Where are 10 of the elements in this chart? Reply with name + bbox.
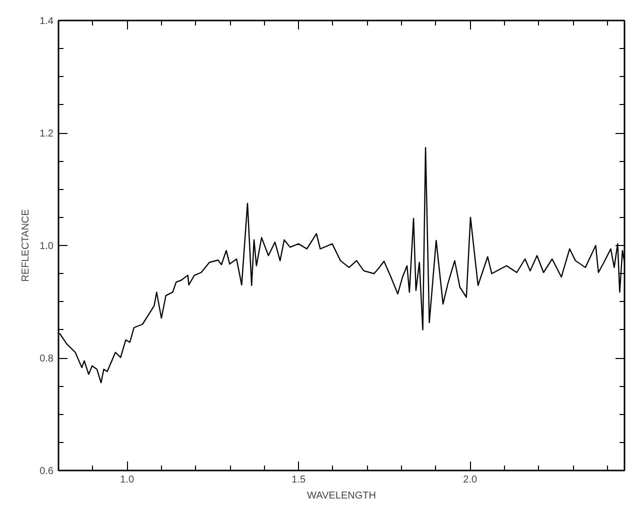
y-tick-label: 0.8 [40, 354, 54, 364]
y-tick-label: 1.0 [40, 241, 54, 252]
x-axis-title: WAVELENGTH [307, 490, 376, 502]
y-tick-label: 1.4 [40, 16, 54, 27]
x-tick-label: 1.5 [292, 474, 306, 486]
y-axis-title: REFLECTANCE [20, 208, 32, 282]
x-tick-label: 2.0 [463, 474, 478, 486]
x-tick-label: 1.0 [120, 474, 134, 486]
y-tick-label: 1.2 [40, 128, 54, 140]
y-tick-label: 0.6 [40, 466, 54, 477]
